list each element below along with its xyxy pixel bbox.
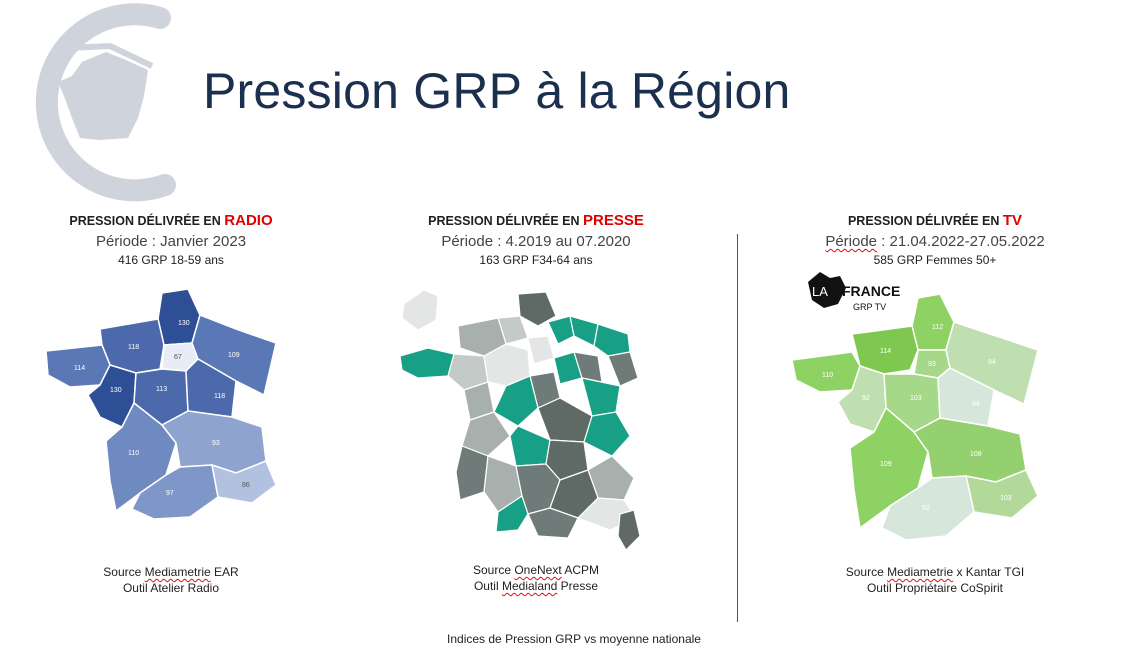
source-prefix: Source	[472, 563, 515, 577]
source-prefix: Source	[845, 565, 888, 579]
panel-radio: PRESSION DÉLIVRÉE EN RADIO Période : Jan…	[21, 212, 321, 267]
region-value: 130	[178, 320, 190, 327]
region-value: 110	[822, 372, 833, 379]
source-name: Mediametrie	[144, 565, 211, 579]
heading-prefix: PRESSION DÉLIVRÉE EN	[847, 214, 1003, 228]
footer-note: Indices de Pression GRP vs moyenne natio…	[447, 632, 701, 646]
region-bourgogne	[937, 367, 995, 427]
region-value: 109	[880, 461, 892, 468]
region-value: 130	[110, 387, 122, 394]
source-suffix: x Kantar TGI	[953, 565, 1025, 579]
region-value: 109	[228, 352, 240, 359]
period-suffix: : 21.04.2022-27.05.2022	[877, 233, 1045, 250]
region-paca	[211, 460, 277, 504]
region-value: 114	[880, 348, 891, 355]
panel-radio-heading: PRESSION DÉLIVRÉE EN RADIO	[21, 212, 321, 229]
region-value: 112	[932, 324, 943, 331]
presse-source: Source OneNext ACPM Outil Medialand Pres…	[386, 562, 686, 594]
region-value: 94	[988, 359, 996, 366]
presse-france-map	[399, 289, 641, 551]
region-value: 103	[910, 395, 922, 402]
period-prefix: Période	[825, 233, 878, 250]
brand-line-1: LA	[812, 284, 828, 299]
region-value: 86	[242, 482, 250, 489]
region-occitanie	[881, 475, 975, 541]
region-value: 110	[128, 450, 139, 457]
region-value: 67	[174, 354, 182, 361]
grp-label: 416 GRP 18-59 ans	[118, 253, 224, 267]
region-value: 97	[166, 490, 174, 497]
source-suffix: ACPM	[561, 563, 600, 577]
medium-label: TV	[1002, 212, 1023, 229]
region-value: 84	[972, 401, 980, 408]
svg-text:FRANCE: FRANCE	[842, 283, 900, 299]
source-name: Mediametrie	[887, 565, 954, 579]
tool-label: Outil Atelier Radio	[122, 581, 220, 595]
panel-tv-heading: PRESSION DÉLIVRÉE EN TV	[785, 212, 1085, 229]
heading-prefix: PRESSION DÉLIVRÉE EN	[69, 214, 225, 228]
heading-prefix: PRESSION DÉLIVRÉE EN	[428, 214, 584, 228]
region-value: 103	[1000, 495, 1012, 502]
corsica-inset	[401, 289, 439, 331]
region-value: 92	[862, 395, 870, 402]
tool-suffix: Presse	[557, 579, 599, 593]
page-title: Pression GRP à la Région	[203, 63, 791, 119]
tool-prefix: Outil	[473, 579, 502, 593]
brand-line-2: GRP TV	[853, 302, 886, 312]
region-value: 93	[928, 361, 936, 368]
region-value: 118	[214, 393, 225, 400]
radio-france-map: 130 118 67 114 109 130 113 118 110 93 97…	[45, 288, 277, 520]
region-value: 114	[74, 365, 85, 372]
grp-label: 585 GRP Femmes 50+	[873, 253, 997, 267]
tool-label: Outil Propriétaire CoSpirit	[866, 581, 1004, 595]
region-value: 82	[922, 505, 930, 512]
region-value: 108	[970, 451, 982, 458]
france-logo	[35, 3, 176, 202]
source-prefix: Source	[103, 565, 145, 579]
source-suffix: EAR	[210, 565, 239, 579]
tv-source: Source Mediametrie x Kantar TGI Outil Pr…	[785, 564, 1085, 596]
region-auvergne-rhone-alpes	[912, 417, 1027, 483]
tv-france-map: 112 114 93 94 110 92 103 84 109 108 103 …	[791, 293, 1039, 541]
region-value: 113	[156, 386, 167, 393]
region-bourgogne	[185, 358, 237, 418]
medium-label: PRESSE	[583, 212, 644, 229]
medium-label: RADIO	[224, 212, 273, 229]
grp-label: 163 GRP F34-64 ans	[479, 253, 593, 267]
region-value: 118	[128, 344, 139, 351]
region-value: 93	[212, 440, 220, 447]
source-name: OneNext	[514, 563, 562, 577]
tool-name: Medialand	[501, 579, 558, 593]
period-label: Période : 4.2019 au 07.2020	[441, 233, 631, 250]
radio-source: Source Mediametrie EAR Outil Atelier Rad…	[21, 564, 321, 596]
panel-tv: PRESSION DÉLIVRÉE EN TV Période : 21.04.…	[785, 212, 1085, 267]
period-label: Période : 21.04.2022-27.05.2022	[785, 233, 1085, 250]
period-label: Période : Janvier 2023	[95, 233, 247, 250]
la-france-grp-tv-logo: LA FRANCE GRP TV	[808, 272, 900, 312]
section-divider	[737, 234, 738, 622]
panel-presse: PRESSION DÉLIVRÉE EN PRESSE Période : 4.…	[386, 212, 686, 267]
panel-presse-heading: PRESSION DÉLIVRÉE EN PRESSE	[386, 212, 686, 229]
